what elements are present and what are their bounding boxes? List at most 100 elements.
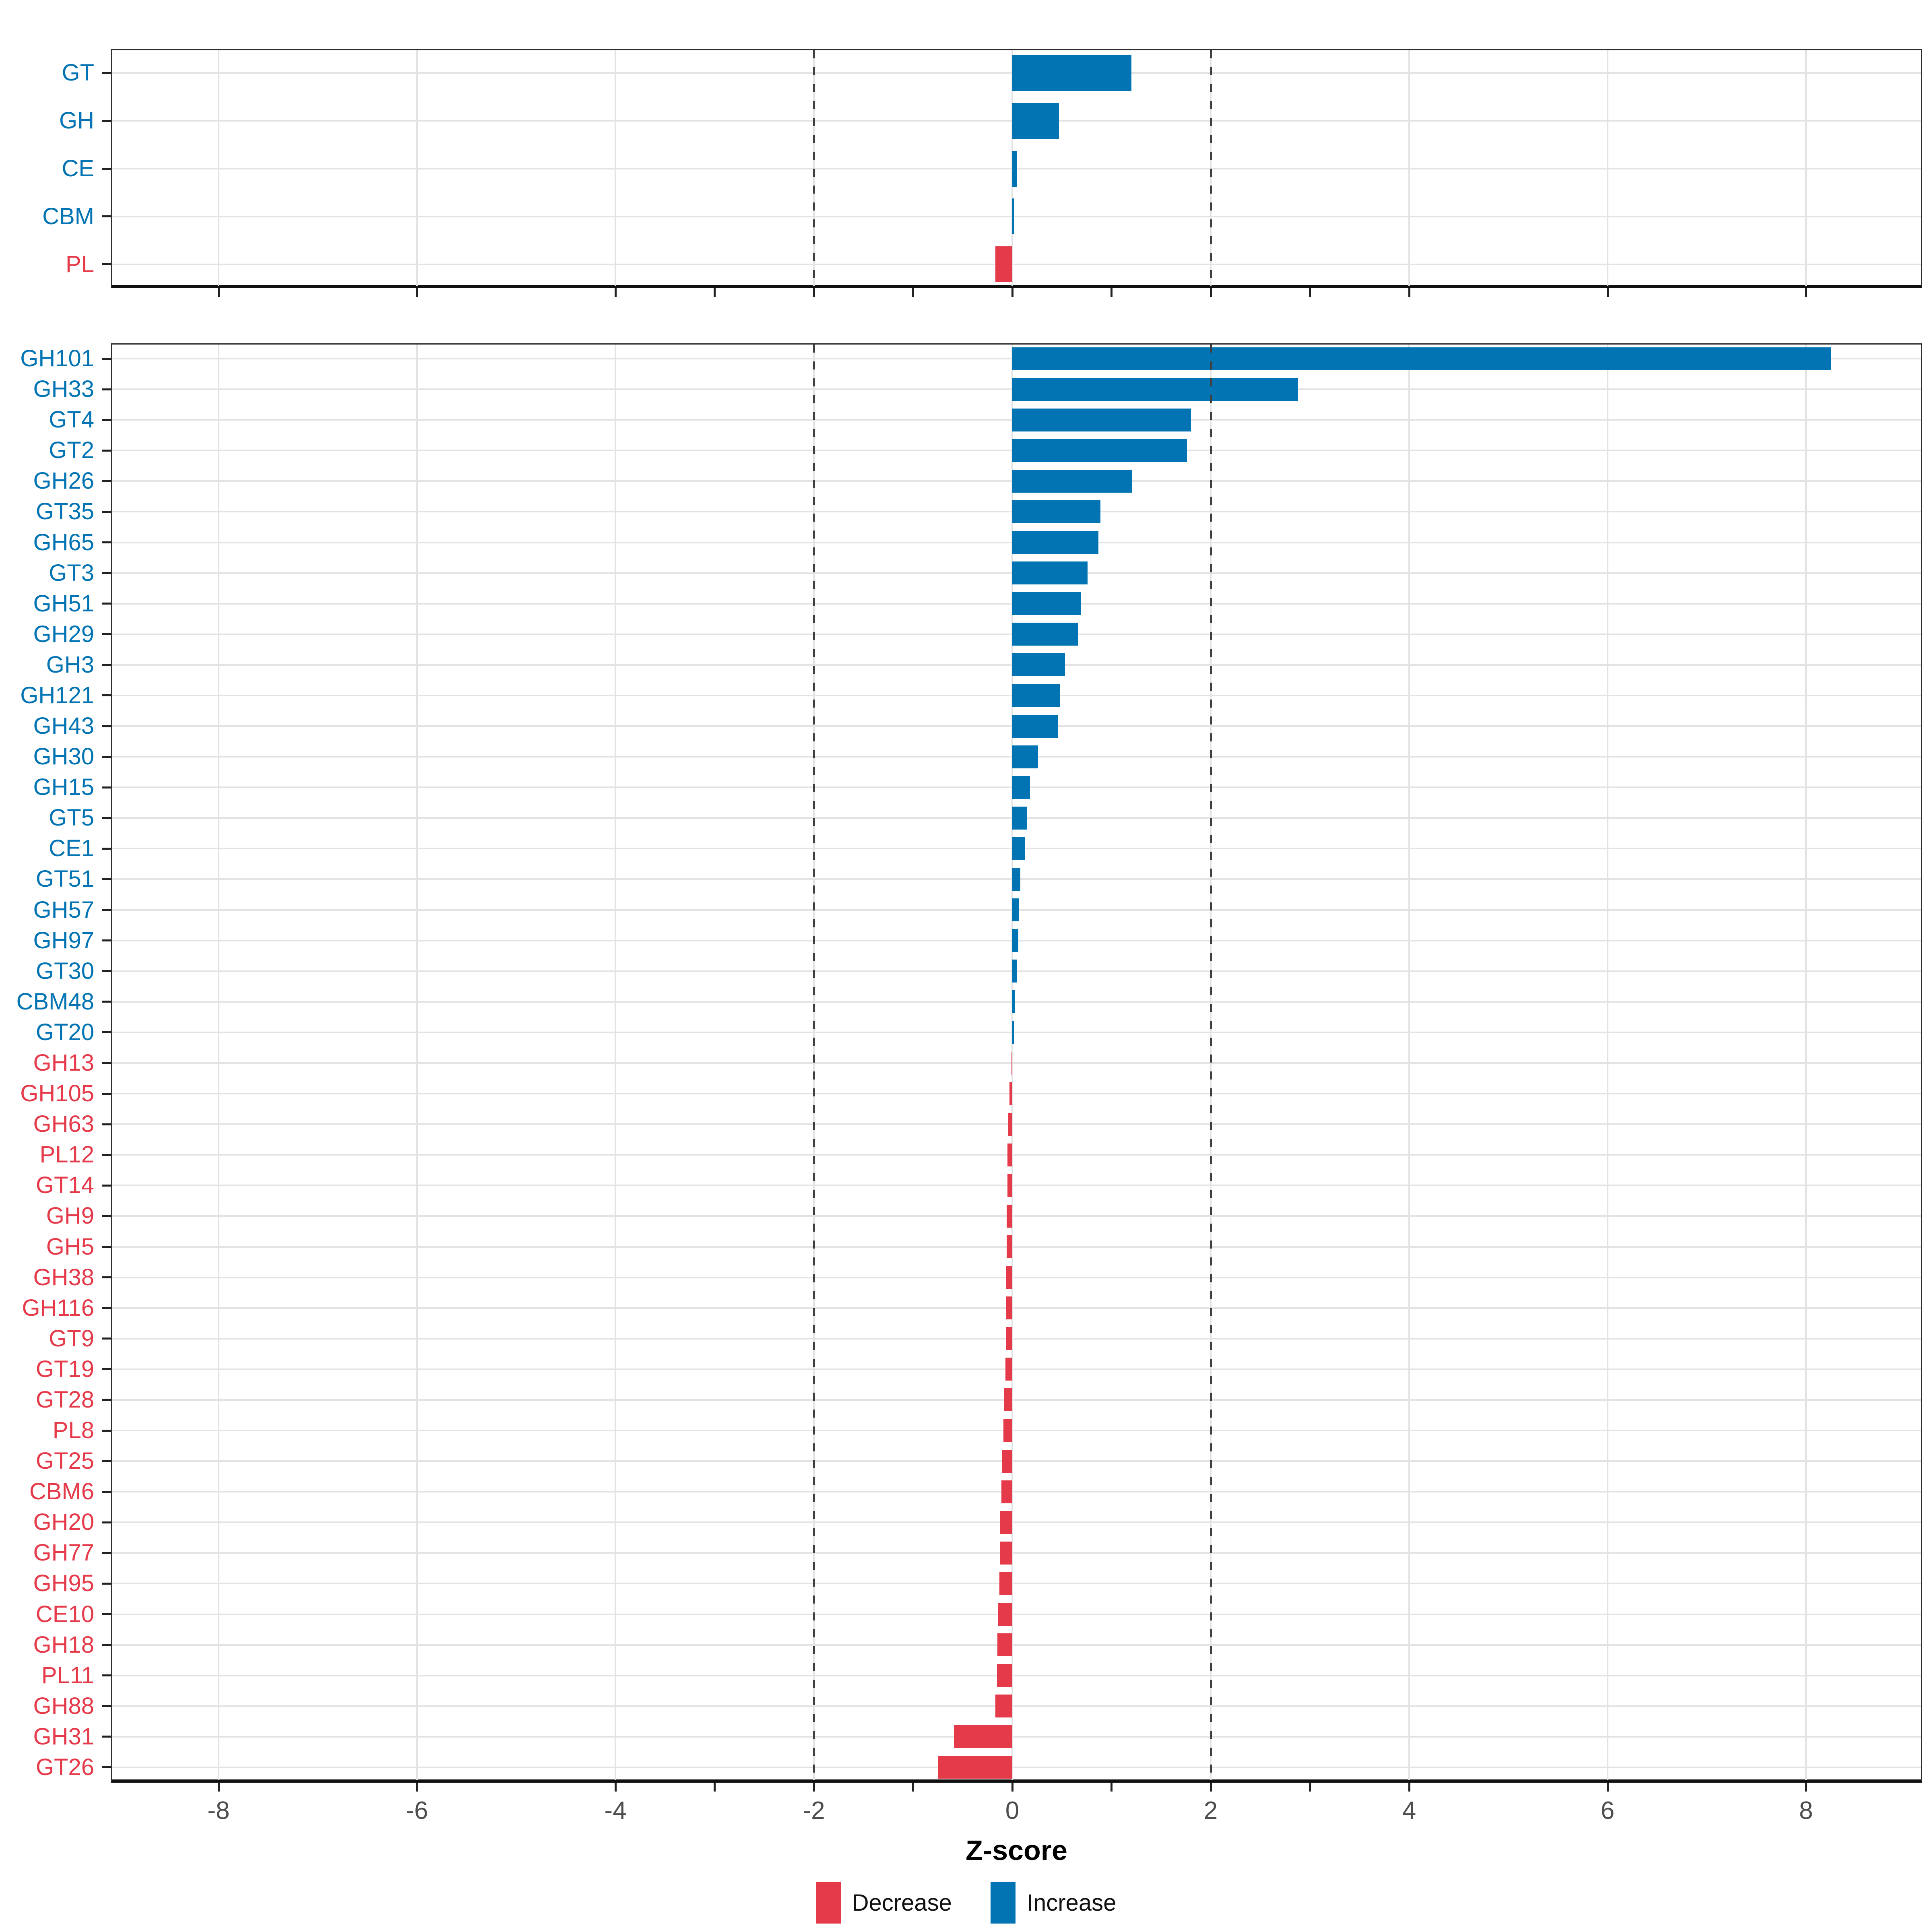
y-tick bbox=[102, 510, 111, 513]
y-label-GT30: GT30 bbox=[35, 958, 94, 984]
y-label-GT35: GT35 bbox=[35, 498, 94, 525]
y-tick bbox=[102, 1001, 111, 1003]
h-gridline bbox=[112, 1368, 1921, 1370]
h-gridline bbox=[112, 263, 1921, 265]
x-tick bbox=[1408, 288, 1410, 297]
y-tick bbox=[102, 1123, 111, 1125]
x-tick bbox=[416, 288, 418, 297]
y-tick bbox=[102, 1674, 111, 1677]
y-tick bbox=[102, 215, 111, 218]
y-label-GH30: GH30 bbox=[33, 743, 94, 770]
y-tick bbox=[102, 449, 111, 452]
reference-line bbox=[813, 50, 815, 286]
y-tick bbox=[102, 263, 111, 266]
h-gridline bbox=[112, 1674, 1921, 1676]
y-tick bbox=[102, 1644, 111, 1646]
y-tick bbox=[102, 725, 111, 727]
y-tick bbox=[102, 1766, 111, 1769]
y-label-GH29: GH29 bbox=[33, 621, 94, 647]
v-gridline bbox=[416, 345, 418, 1780]
x-tick-label: 2 bbox=[1203, 1797, 1218, 1825]
bar-GH38 bbox=[1006, 1266, 1012, 1289]
y-tick bbox=[102, 847, 111, 850]
y-label-GH105: GH105 bbox=[20, 1080, 94, 1107]
bar-CBM6 bbox=[1001, 1480, 1012, 1503]
decrease-color-swatch bbox=[815, 1882, 841, 1924]
v-gridline bbox=[1408, 345, 1410, 1780]
y-tick bbox=[102, 357, 111, 360]
bar-GH13 bbox=[1011, 1051, 1012, 1075]
v-gridline bbox=[218, 50, 219, 286]
y-tick bbox=[102, 939, 111, 942]
x-tick bbox=[614, 1783, 617, 1792]
y-label-GH88: GH88 bbox=[33, 1693, 94, 1719]
x-tick bbox=[912, 288, 914, 297]
h-gridline bbox=[112, 1276, 1921, 1278]
y-tick bbox=[102, 1307, 111, 1309]
y-tick bbox=[102, 786, 111, 788]
y-label-CE10: CE10 bbox=[35, 1601, 94, 1627]
x-tick bbox=[813, 1783, 815, 1792]
bar-GH bbox=[1012, 103, 1059, 139]
bar-GT51 bbox=[1012, 867, 1020, 891]
x-tick-label: 0 bbox=[1005, 1797, 1020, 1825]
y-label-GT9: GT9 bbox=[49, 1325, 94, 1352]
v-gridline bbox=[1805, 345, 1807, 1780]
y-label-PL8: PL8 bbox=[52, 1417, 94, 1444]
y-label-GH13: GH13 bbox=[33, 1050, 94, 1076]
bar-GH105 bbox=[1009, 1082, 1012, 1105]
v-gridline bbox=[1805, 50, 1807, 286]
bar-GT19 bbox=[1005, 1358, 1012, 1381]
y-label-CBM48: CBM48 bbox=[16, 988, 94, 1015]
x-tick bbox=[217, 288, 220, 297]
y-label-GH63: GH63 bbox=[33, 1111, 94, 1137]
bar-PL8 bbox=[1003, 1419, 1012, 1442]
bar-GH95 bbox=[999, 1572, 1012, 1595]
x-tick bbox=[1210, 1783, 1212, 1792]
bar-PL12 bbox=[1007, 1143, 1012, 1166]
x-tick bbox=[714, 1783, 716, 1792]
y-tick bbox=[102, 1552, 111, 1554]
bar-GT20 bbox=[1012, 1021, 1014, 1044]
y-label-GT14: GT14 bbox=[35, 1172, 94, 1199]
bar-GH33 bbox=[1012, 378, 1298, 401]
y-tick bbox=[102, 1705, 111, 1707]
v-gridline bbox=[1011, 345, 1013, 1780]
legend-key-increase: Increase bbox=[990, 1882, 1116, 1924]
x-axis-title: Z-score bbox=[966, 1835, 1067, 1866]
h-gridline bbox=[112, 1705, 1921, 1707]
h-gridline bbox=[112, 1491, 1921, 1493]
y-label-PL12: PL12 bbox=[39, 1141, 94, 1168]
y-label-GH101: GH101 bbox=[20, 345, 94, 372]
y-tick bbox=[102, 1521, 111, 1523]
y-tick bbox=[102, 1460, 111, 1462]
bar-GT28 bbox=[1004, 1388, 1012, 1412]
y-label-GT5: GT5 bbox=[49, 805, 94, 831]
y-tick bbox=[102, 970, 111, 972]
y-label-GH65: GH65 bbox=[33, 529, 94, 555]
bar-GH29 bbox=[1012, 623, 1078, 646]
bar-GH65 bbox=[1012, 531, 1099, 554]
h-gridline bbox=[112, 1154, 1921, 1156]
bar-GT25 bbox=[1002, 1449, 1012, 1473]
legend: Decrease Increase bbox=[0, 1882, 1932, 1924]
x-tick bbox=[1805, 1783, 1807, 1792]
y-tick bbox=[102, 1490, 111, 1493]
x-tick bbox=[1110, 1783, 1113, 1792]
x-tick bbox=[813, 288, 815, 297]
bar-GH88 bbox=[995, 1695, 1012, 1718]
bar-CBM48 bbox=[1012, 990, 1016, 1013]
x-tick-label: -6 bbox=[406, 1797, 428, 1825]
y-label-GT26: GT26 bbox=[35, 1754, 94, 1780]
y-tick bbox=[102, 1184, 111, 1187]
h-gridline bbox=[112, 1338, 1921, 1340]
y-label-PL11: PL11 bbox=[41, 1662, 94, 1688]
reference-line bbox=[813, 345, 815, 1780]
y-label-GH95: GH95 bbox=[33, 1570, 94, 1597]
y-label-GH51: GH51 bbox=[33, 590, 94, 617]
h-gridline bbox=[112, 1399, 1921, 1401]
y-label-CE1: CE1 bbox=[49, 835, 94, 862]
y-tick bbox=[102, 1062, 111, 1064]
x-tick bbox=[1606, 288, 1609, 297]
